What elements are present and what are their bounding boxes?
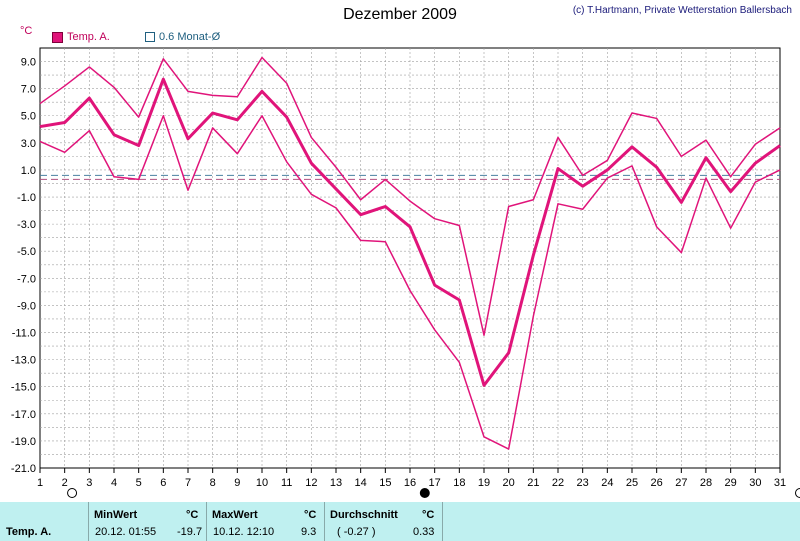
y-tick-label: -11.0: [12, 328, 36, 340]
y-tick-label: -3.0: [17, 219, 36, 231]
x-tick-label: 30: [749, 477, 761, 489]
x-tick-label: 20: [503, 477, 515, 489]
y-tick-label: 1.0: [21, 165, 36, 177]
min-unit: °C: [186, 509, 199, 521]
x-tick-label: 29: [725, 477, 737, 489]
y-tick-label: -13.0: [11, 355, 36, 367]
x-tick-label: 11: [281, 477, 292, 489]
x-tick-label: 18: [453, 477, 465, 489]
x-tick-label: 26: [651, 477, 663, 489]
min-header: MinWert: [94, 509, 138, 521]
x-tick-label: 9: [234, 477, 240, 489]
x-tick-label: 10: [256, 477, 268, 489]
x-tick-label: 8: [210, 477, 216, 489]
x-tick-label: 19: [478, 477, 490, 489]
x-tick-label: 7: [185, 477, 191, 489]
new-moon-icon: [419, 488, 430, 498]
y-tick-label: -9.0: [17, 300, 36, 312]
full-moon-icon: [795, 488, 800, 498]
x-tick-label: 23: [577, 477, 589, 489]
avg-value: 0.33: [413, 526, 435, 538]
max-time: 10.12. 12:10: [213, 526, 275, 538]
max-unit: °C: [304, 509, 317, 521]
x-tick-label: 13: [330, 477, 342, 489]
credit-text: (c) T.Hartmann, Private Wetterstation Ba…: [572, 5, 792, 16]
x-tick-label: 4: [111, 477, 117, 489]
max-cell: MaxWert °C 10.12. 12:10 9.3: [206, 502, 324, 541]
full-moon-icon: [67, 488, 78, 498]
x-tick-label: 25: [626, 477, 638, 489]
x-tick-label: 28: [700, 477, 712, 489]
x-tick-label: 22: [552, 477, 564, 489]
series-line: [39, 56, 781, 336]
y-tick-label: -1.0: [17, 192, 36, 204]
x-tick-label: 16: [404, 477, 416, 489]
legend-series-label: Temp. A.: [67, 31, 110, 43]
stats-row-label: Temp. A.: [6, 526, 52, 538]
temperature-chart: 9.0 7.0 5.0 3.0 1.0 -1.0 -3.0 -5.0 -7.0 -9.0 -11.0…: [11, 47, 800, 498]
x-tick-label: 17: [429, 477, 441, 489]
series-swatch-icon: [52, 31, 63, 43]
y-tick-label: 5.0: [21, 111, 36, 123]
series-line: [39, 77, 781, 387]
y-tick-label: -15.0: [11, 382, 36, 394]
y-tick-label: -17.0: [11, 409, 36, 421]
y-tick-label: 3.0: [21, 138, 36, 150]
legend-average-label: 0.6 Monat-Ø: [159, 31, 221, 43]
legend-average[interactable]: 0.6 Monat-Ø: [145, 31, 220, 43]
series-line: [39, 114, 781, 450]
x-tick-label: 2: [62, 477, 68, 489]
x-tick-label: 21: [527, 477, 539, 489]
x-tick-label: 12: [305, 477, 317, 489]
chart-title: Dezember 2009: [343, 6, 457, 23]
avg-extra: ( -0.27 ): [337, 526, 376, 538]
min-value: -19.7: [177, 526, 203, 538]
x-tick-label: 24: [601, 477, 613, 489]
x-tick-label: 6: [160, 477, 166, 489]
x-tick-label: 15: [379, 477, 391, 489]
avg-unit: °C: [422, 509, 435, 521]
x-tick-label: 14: [355, 477, 367, 489]
x-tick-label: 5: [136, 477, 142, 489]
y-tick-label: -19.0: [11, 436, 36, 448]
x-tick-label: 1: [37, 477, 43, 489]
legend-series[interactable]: Temp. A.: [52, 31, 110, 43]
average-cell: Durchschnitt °C ( -0.27 ) 0.33: [324, 502, 443, 541]
y-tick-label: -21.0: [11, 463, 36, 475]
max-value: 9.3: [301, 526, 317, 538]
stats-panel: Temp. A. MinWert °C 20.12. 01:55 -19.7 M…: [0, 502, 800, 541]
average-swatch-icon: [145, 32, 155, 42]
min-time: 20.12. 01:55: [95, 526, 157, 538]
avg-header: Durchschnitt: [330, 509, 398, 521]
x-tick-label: 27: [675, 477, 687, 489]
y-tick-label: -7.0: [17, 273, 36, 285]
y-unit-label: °C: [20, 25, 33, 37]
y-tick-label: -5.0: [17, 246, 36, 258]
y-tick-label: 7.0: [21, 84, 36, 96]
x-tick-label: 31: [774, 477, 786, 489]
max-header: MaxWert: [212, 509, 258, 521]
y-tick-label: 9.0: [21, 57, 36, 69]
min-cell: MinWert °C 20.12. 01:55 -19.7: [88, 502, 206, 541]
x-tick-label: 3: [86, 477, 92, 489]
